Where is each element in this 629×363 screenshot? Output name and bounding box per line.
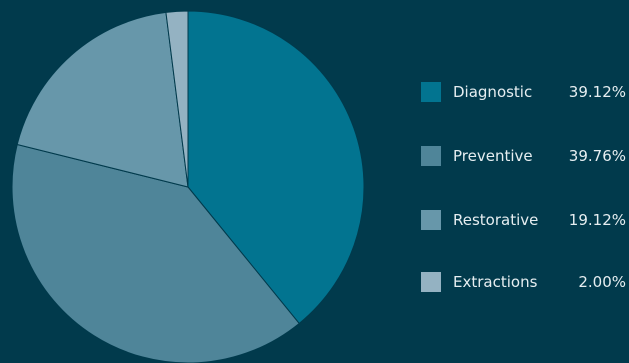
legend-value-restorative: 19.12% xyxy=(569,211,626,229)
pie-slices xyxy=(11,10,365,363)
pie-slice-extractions xyxy=(165,10,189,188)
legend-label-diagnostic: Diagnostic xyxy=(453,83,532,101)
legend-label-extractions: Extractions xyxy=(453,273,538,291)
legend-value-preventive: 39.76% xyxy=(569,147,626,165)
legend-swatch-restorative xyxy=(421,210,441,230)
legend-value-extractions: 2.00% xyxy=(578,273,626,291)
pie-slice-restorative xyxy=(16,11,189,188)
legend-value-diagnostic: 39.12% xyxy=(569,83,626,101)
legend-label-restorative: Restorative xyxy=(453,211,538,229)
pie-slice-preventive xyxy=(11,143,300,363)
legend-swatch-preventive xyxy=(421,146,441,166)
legend-swatch-extractions xyxy=(421,272,441,292)
legend-label-preventive: Preventive xyxy=(453,147,533,165)
pie-slice-diagnostic xyxy=(187,10,365,325)
legend: Diagnostic 39.12% Preventive 39.76% Restorat… xyxy=(421,82,626,292)
legend-swatch-diagnostic xyxy=(421,82,441,102)
